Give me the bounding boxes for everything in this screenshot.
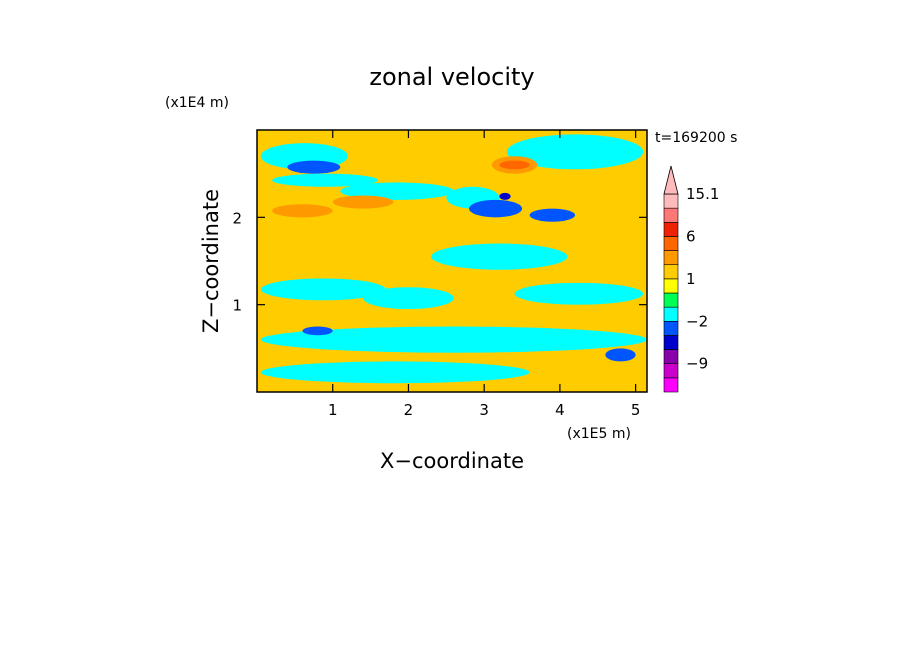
plot-frame: [256, 129, 648, 393]
time-label: t=169200 s: [655, 130, 737, 146]
x-axis-title: X−coordinate: [380, 449, 524, 473]
contour-region: [340, 182, 454, 200]
colorbar-swatch: [663, 193, 679, 209]
y-tick-label: 2: [232, 209, 242, 227]
y-tick-label: 1: [232, 297, 242, 315]
contour-region: [302, 326, 333, 336]
colorbar-swatch: [663, 349, 679, 365]
contour-region: [506, 134, 644, 170]
x-axis: 1 2 3 4 5: [328, 130, 640, 419]
colorbar-swatch: [663, 278, 679, 294]
contour-region: [260, 326, 647, 353]
contour-region: [363, 287, 454, 310]
contour-region: [605, 348, 636, 362]
contour-region: [260, 361, 530, 384]
contour-region: [499, 160, 530, 170]
contour-region: [431, 243, 568, 270]
colorbar-label: −2: [686, 312, 708, 330]
x-tick-label: 1: [328, 401, 338, 419]
x-tick-label: 3: [479, 401, 489, 419]
colorbar-swatch: [663, 292, 679, 308]
colorbar-label: 1: [686, 270, 696, 288]
x-tick-label: 5: [631, 401, 641, 419]
colorbar-swatch: [663, 264, 679, 280]
contour-region: [272, 204, 333, 218]
contour-region: [529, 208, 576, 222]
contour-region: [499, 192, 511, 200]
colorbar-swatch: [663, 207, 679, 223]
colorbar-swatch: [663, 250, 679, 266]
contour-region: [272, 173, 379, 187]
y-axis: 12: [232, 209, 647, 315]
contour-region: [332, 195, 394, 209]
contour-region: [260, 278, 386, 301]
x-scale-label: (x1E5 m): [567, 426, 631, 442]
chart-title: zonal velocity: [369, 63, 534, 91]
colorbar-swatch: [663, 335, 679, 350]
colorbar-label: −9: [686, 355, 708, 373]
y-axis-title: Z−coordinate: [199, 189, 223, 333]
colorbar-swatch: [663, 320, 679, 336]
colorbar-swatch: [663, 306, 679, 322]
x-tick-label: 4: [555, 401, 565, 419]
colorbar: 15.1 6 1 −2 −9: [663, 165, 719, 393]
colorbar-swatch: [663, 377, 679, 393]
colorbar-swatch: [663, 236, 679, 251]
y-scale-label: (x1E4 m): [165, 95, 229, 111]
contour-region: [469, 199, 523, 218]
colorbar-label: 6: [686, 227, 696, 245]
colorbar-swatch: [663, 363, 679, 379]
contour-region: [514, 282, 644, 305]
x-tick-label: 2: [404, 401, 414, 419]
contour-region: [287, 160, 341, 174]
contour-field: [257, 130, 647, 392]
colorbar-label: 15.1: [686, 185, 719, 203]
colorbar-swatch: [663, 221, 679, 237]
colorbar-extend-arrow: [663, 165, 679, 195]
